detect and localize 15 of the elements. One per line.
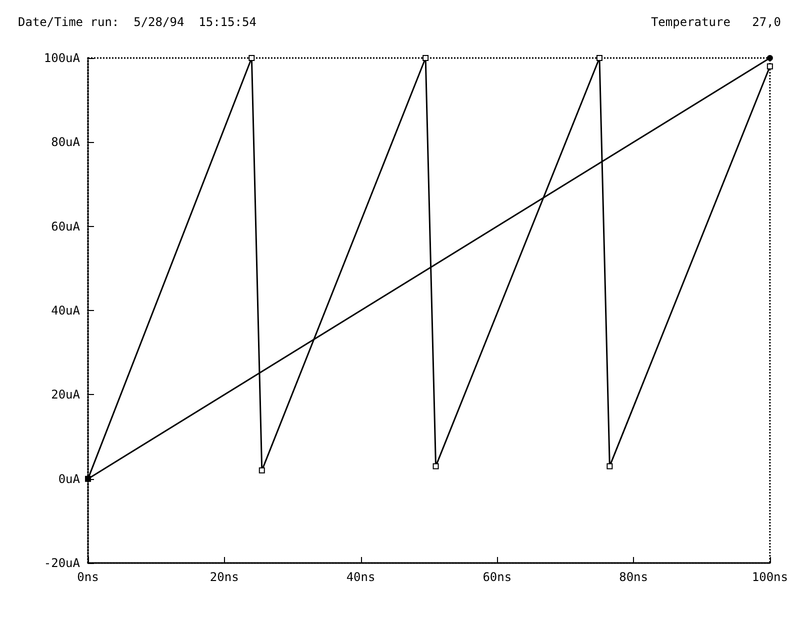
y-tick-label: 20uA [51,388,81,402]
text: Temperature 27,0 [650,15,782,29]
x-tick-label: 20ns [210,570,239,584]
y-tick-label: 80uA [51,135,81,150]
x-tick-label: 100ns [752,570,788,584]
y-tick-label: -20uA [44,556,81,570]
y-tick-label: 0uA [58,472,81,486]
x-tick-label: 0ns [77,570,99,584]
x-tick-label: 60ns [482,570,512,584]
text: Date/Time run: 5/28/94 15:15:54 [18,15,256,29]
x-tick-label: 40ns [346,570,376,584]
y-tick-label: 100uA [44,51,81,65]
y-tick-label: 40uA [51,304,81,318]
x-tick-label: 80ns [619,570,648,584]
y-tick-label: 60uA [51,219,81,234]
